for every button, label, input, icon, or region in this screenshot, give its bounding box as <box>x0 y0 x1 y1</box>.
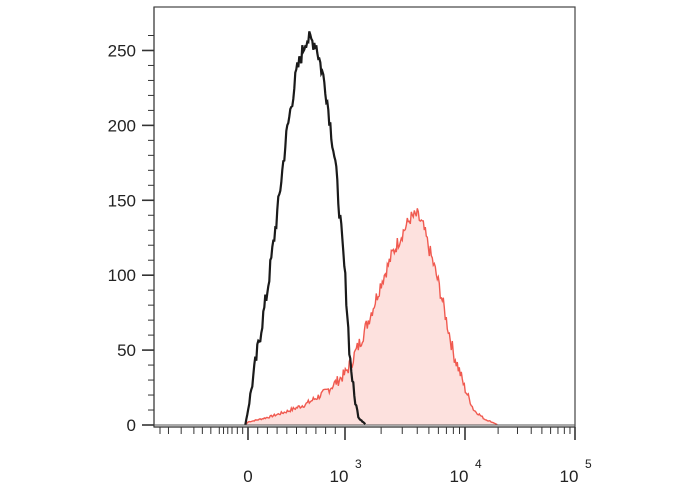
series-2-fill <box>245 208 498 425</box>
x-axis <box>154 426 576 440</box>
x-tick-exponent: 5 <box>585 457 592 471</box>
x-tick-label: 10 <box>330 467 349 486</box>
x-tick-labels: 0 10 3 10 4 10 5 <box>243 457 592 486</box>
series-1-line <box>244 31 367 426</box>
y-axis: 0 50 100 150 200 250 <box>108 7 155 435</box>
y-tick-label: 150 <box>108 191 136 210</box>
y-tick-label: 250 <box>108 41 136 60</box>
x-tick-exponent: 4 <box>475 457 482 471</box>
x-tick-exponent: 3 <box>355 457 362 471</box>
y-tick-label: 50 <box>117 341 136 360</box>
x-tick-label: 0 <box>243 467 252 486</box>
x-tick-label: 10 <box>450 467 469 486</box>
series-2-line <box>244 208 498 426</box>
y-tick-label: 0 <box>127 416 136 435</box>
y-tick-label: 200 <box>108 116 136 135</box>
series-layer <box>154 31 575 426</box>
y-tick-label: 100 <box>108 266 136 285</box>
x-tick-label: 10 <box>560 467 579 486</box>
